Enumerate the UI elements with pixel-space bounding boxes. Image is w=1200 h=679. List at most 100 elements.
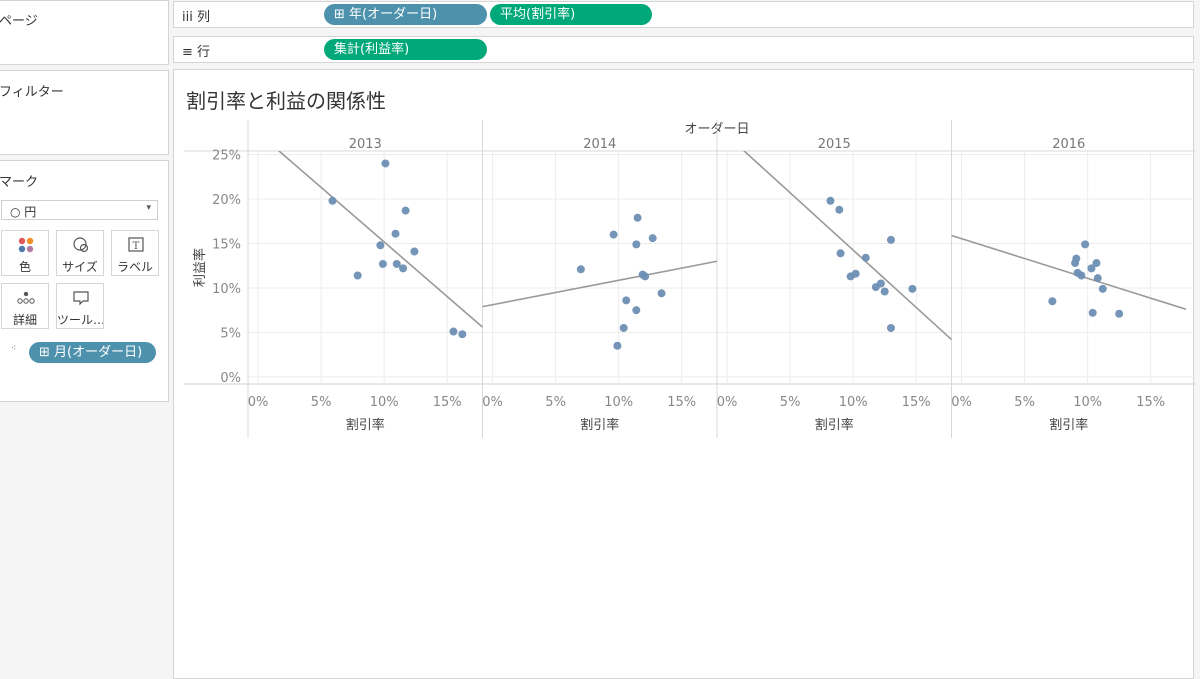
filters-panel[interactable]: フィルター (0, 70, 169, 155)
data-point (1088, 308, 1097, 317)
data-point (657, 289, 666, 298)
size-button-label: サイズ (62, 260, 98, 274)
columns-shelf[interactable]: iii 列 ⊞ 年(オーダー日) 平均(割引率) (173, 1, 1194, 28)
color-dots-icon (18, 237, 34, 253)
y-tick-label: 20% (212, 193, 241, 208)
detail-icon (17, 291, 35, 304)
label-button-label: ラベル (116, 260, 153, 274)
label-button[interactable]: T ラベル (111, 230, 159, 276)
view-title: 割引率と利益の関係性 (186, 89, 386, 113)
label-icon: T (128, 237, 144, 252)
data-point (826, 196, 835, 205)
trend-line-2014 (482, 260, 718, 308)
detail-button[interactable]: 詳細 (1, 283, 49, 329)
trend-line-2016 (951, 234, 1187, 311)
x-tick-label: 0% (482, 395, 503, 410)
color-button[interactable]: 色 (1, 230, 49, 276)
size-button[interactable]: サイズ (56, 230, 104, 276)
x-tick-label: 10% (1073, 395, 1102, 410)
data-point (880, 287, 889, 296)
trend-line-2015 (742, 151, 953, 341)
tooltip-icon (73, 291, 89, 306)
panel-2016-marks (951, 234, 1187, 318)
data-point (328, 196, 337, 205)
rows-shelf-label: ≡ 行 (182, 45, 211, 60)
data-point (1092, 259, 1101, 268)
x-tick-label: 15% (902, 395, 931, 410)
year-order-date-pill[interactable]: ⊞ 年(オーダー日) (324, 4, 487, 25)
x-tick-label: 0% (951, 395, 972, 410)
trend-line-2013 (277, 151, 484, 328)
mark-type-dropdown[interactable]: ○ 円 ▾ (1, 200, 158, 220)
data-point (886, 323, 895, 332)
data-point (851, 269, 860, 278)
color-button-label: 色 (18, 260, 31, 274)
columns-shelf-label: iii 列 (182, 10, 210, 25)
marks-title: マーク (0, 175, 39, 190)
data-point (1115, 309, 1124, 318)
x-tick-label: 15% (433, 395, 462, 410)
x-axis-title: 割引率 (580, 417, 619, 433)
rows-shelf[interactable]: ≡ 行 集計(利益率) (173, 36, 1194, 63)
marks-panel: マーク ○ 円 ▾ 色 サイズ T ラベル 詳細 ツ (0, 160, 169, 402)
x-tick-label: 5% (545, 395, 566, 410)
x-tick-label: 15% (1136, 395, 1165, 410)
data-point (632, 306, 641, 315)
x-tick-label: 15% (667, 395, 696, 410)
x-tick-label: 5% (1014, 395, 1035, 410)
year-header-2016: 2016 (1052, 137, 1085, 152)
y-tick-label: 10% (212, 282, 241, 297)
month-order-date-pill[interactable]: ⊞ 月(オーダー日) (29, 342, 156, 363)
x-tick-label: 5% (780, 395, 801, 410)
data-point (392, 259, 401, 268)
data-point (410, 247, 419, 256)
data-point (399, 264, 408, 273)
y-axis-title: 利益率 (192, 248, 208, 287)
filters-title: フィルター (0, 85, 64, 100)
pages-title: ページ (0, 14, 38, 29)
data-point (876, 279, 885, 288)
data-point (861, 253, 870, 262)
data-point (449, 327, 458, 336)
data-point (378, 259, 387, 268)
size-icon (73, 237, 89, 253)
panel-2015-marks (742, 151, 953, 341)
data-point (648, 234, 657, 243)
avg-discount-pill[interactable]: 平均(割引率) (490, 4, 652, 25)
data-point (353, 271, 362, 280)
data-point (908, 284, 917, 293)
detail-button-label: 詳細 (12, 313, 37, 327)
y-tick-label: 25% (212, 149, 241, 164)
x-axis-title: 割引率 (1049, 417, 1088, 433)
data-point (1077, 271, 1086, 280)
chevron-down-icon: ▾ (146, 203, 151, 213)
data-point (836, 249, 845, 258)
data-point (641, 272, 650, 281)
y-tick-label: 0% (220, 371, 241, 386)
x-axis-title: 割引率 (346, 417, 385, 433)
x-tick-label: 0% (248, 395, 269, 410)
data-point (576, 265, 585, 274)
data-point (1093, 274, 1102, 283)
tooltip-button-label: ツール… (57, 313, 103, 327)
data-point (1098, 284, 1107, 293)
sum-profit-ratio-pill[interactable]: 集計(利益率) (324, 39, 487, 60)
mark-type-label: ○ 円 (10, 205, 37, 219)
data-point (376, 241, 385, 250)
x-axis-title: 割引率 (815, 417, 854, 433)
data-point (622, 296, 631, 305)
tooltip-button[interactable]: ツール… (56, 283, 104, 329)
y-tick-label: 15% (212, 237, 241, 252)
data-point (1048, 297, 1057, 306)
detail-pill-icon: ⁖ (11, 344, 17, 354)
data-point (632, 240, 641, 249)
pages-panel: ページ (0, 0, 169, 65)
year-header-2013: 2013 (349, 137, 382, 152)
data-point (633, 213, 642, 222)
x-tick-label: 0% (717, 395, 738, 410)
data-point (391, 229, 400, 238)
worksheet-view[interactable]: 割引率と利益の関係性 オーダー日 0% 5% 10% 15% 20% 25% 利益率 2013 0… (173, 69, 1195, 679)
data-point (619, 323, 628, 332)
x-tick-label: 10% (604, 395, 633, 410)
